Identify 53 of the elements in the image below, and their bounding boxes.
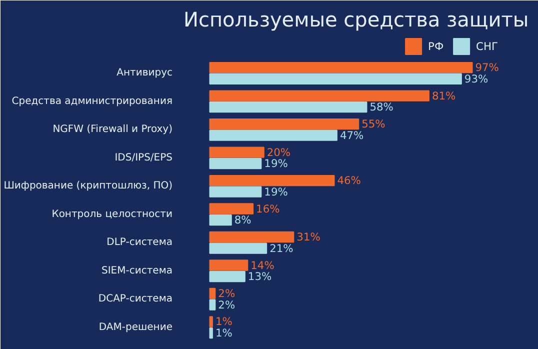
- data-label: 2%: [218, 286, 236, 300]
- data-label: 19%: [264, 157, 288, 170]
- bar: [209, 158, 262, 170]
- data-label: 14%: [250, 258, 274, 272]
- data-label: 97%: [475, 61, 499, 74]
- data-label: 16%: [256, 202, 280, 216]
- bar: [209, 299, 216, 310]
- data-label: 13%: [248, 270, 272, 284]
- data-label: 55%: [362, 118, 386, 131]
- y-tick-label: DAM-решение: [98, 322, 172, 333]
- bar: [209, 270, 246, 282]
- data-label: 58%: [370, 100, 394, 114]
- legend-label: РФ: [428, 40, 445, 52]
- bar: [209, 327, 213, 339]
- bar: [209, 118, 360, 130]
- data-label: 8%: [234, 214, 252, 227]
- y-tick-label: Контроль целостности: [52, 208, 172, 220]
- chart-title: Используемые средства защиты: [184, 8, 529, 32]
- y-tick-label: IDS/IPS/EPS: [114, 152, 173, 164]
- bar: [209, 174, 335, 186]
- bar: [209, 288, 216, 300]
- bar: [209, 90, 430, 102]
- data-label: 21%: [270, 242, 294, 255]
- data-label: 31%: [296, 230, 320, 244]
- bar: [209, 146, 264, 158]
- data-label: 46%: [337, 174, 361, 188]
- bar: [209, 203, 254, 214]
- bar: [209, 231, 294, 243]
- data-label: 81%: [432, 89, 456, 102]
- y-tick-label: SIEM-система: [102, 265, 173, 276]
- y-tick-label: Шифрование (криптошлюз, ПО): [4, 180, 173, 192]
- y-tick-label: DCAP-система: [98, 294, 173, 305]
- bar: [209, 260, 248, 271]
- data-label: 2%: [218, 298, 236, 312]
- bar: [209, 102, 368, 113]
- data-label: 1%: [215, 315, 232, 328]
- y-tick-label: Средства администрирования: [12, 96, 173, 107]
- bar: [209, 73, 462, 84]
- bar: [209, 186, 262, 198]
- y-tick-label: NGFW (Firewall и Proxy): [52, 124, 173, 136]
- data-label: 93%: [464, 72, 488, 86]
- bar: [209, 242, 268, 254]
- y-tick-label: DLP-система: [106, 237, 173, 248]
- data-label: 1%: [215, 326, 232, 340]
- bar: [209, 214, 232, 226]
- bar: [209, 316, 213, 328]
- data-label: 19%: [264, 185, 288, 198]
- data-label: 47%: [340, 128, 364, 142]
- data-label: 20%: [266, 146, 291, 159]
- bar: [209, 62, 473, 74]
- y-tick-label: Антивирус: [116, 68, 172, 79]
- bar: [209, 130, 338, 141]
- legend-label: СНГ: [476, 40, 498, 52]
